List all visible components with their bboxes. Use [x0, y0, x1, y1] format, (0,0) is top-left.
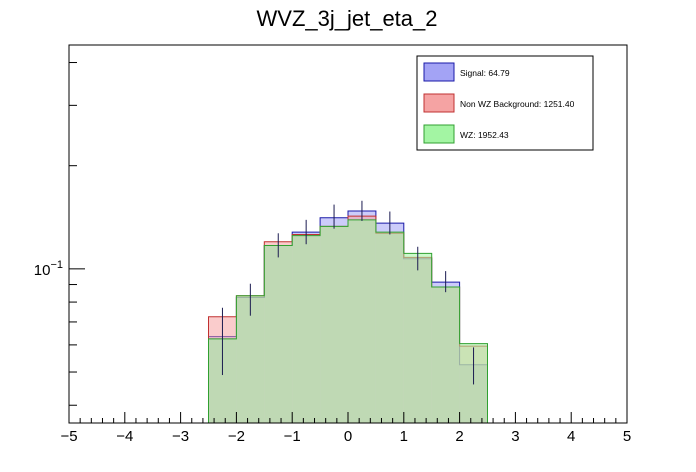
x-tick-label: −5 — [60, 428, 77, 445]
bar-wz-1952-43-3 — [292, 235, 321, 423]
bars-layer — [208, 210, 488, 423]
x-tick-label: 4 — [567, 428, 575, 445]
bar-wz-1952-43-4 — [320, 226, 348, 423]
legend-swatch-1 — [423, 93, 455, 113]
bar-wz-1952-43-2 — [264, 245, 293, 423]
axes-layer: −5 −4 −3 −2 −1 0 1 2 3 4 5 10−1 — [34, 44, 631, 445]
x-tick-label: −2 — [228, 428, 245, 445]
x-tick-label: 1 — [400, 428, 408, 445]
bar-wz-1952-43-7 — [403, 253, 432, 423]
bar-wz-1952-43-8 — [431, 287, 460, 423]
x-tick-label: −1 — [284, 428, 301, 445]
bar-wz-1952-43-5 — [348, 219, 376, 423]
legend: Signal: 64.79 Non WZ Background: 1251.40 W… — [416, 55, 594, 151]
y-tick-label: 10−1 — [34, 259, 63, 279]
bar-wz-1952-43-6 — [375, 232, 404, 423]
x-tick-label: −3 — [172, 428, 189, 445]
x-tick-label: 0 — [344, 428, 352, 445]
x-tick-label: −4 — [116, 428, 133, 445]
legend-swatch-0 — [423, 62, 455, 82]
x-tick-label: 5 — [623, 428, 631, 445]
x-tick-label: 3 — [511, 428, 519, 445]
legend-label-2: WZ: 1952.43 — [460, 130, 509, 140]
chart-title: WVZ_3j_jet_eta_2 — [257, 6, 438, 31]
legend-label-0: Signal: 64.79 — [460, 68, 510, 78]
bar-wz-1952-43-1 — [236, 295, 265, 423]
legend-label-1: Non WZ Background: 1251.40 — [460, 99, 575, 109]
error-bars-layer — [221, 200, 475, 385]
legend-swatch-2 — [423, 124, 455, 144]
x-tick-label: 2 — [455, 428, 463, 445]
